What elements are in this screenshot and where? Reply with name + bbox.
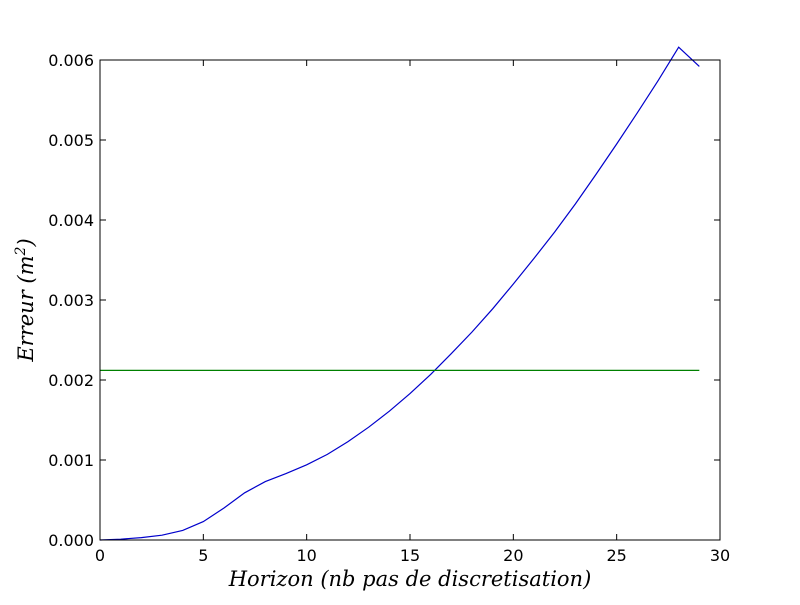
series-line-0: [99, 46, 700, 541]
x-tick-label: 30: [710, 546, 730, 565]
y-tick-label: 0.004: [48, 211, 94, 230]
y-tick-label: 0.000: [48, 531, 94, 550]
y-axis-title-superscript: 2: [13, 246, 29, 256]
x-tick-label: 0: [95, 546, 105, 565]
x-axis-title: Horizon (nb pas de discretisation): [228, 567, 592, 591]
y-tick-label: 0.006: [48, 51, 94, 70]
y-axis-title-close: ): [14, 238, 38, 247]
y-tick-label: 0.003: [48, 291, 94, 310]
x-tick-label: 15: [400, 546, 420, 565]
plot-frame: [99, 59, 721, 541]
y-axis-title-main: Erreur (m: [14, 255, 38, 362]
x-tick-label: 5: [198, 546, 208, 565]
series-layer: [99, 46, 700, 541]
ticks-layer: 0 5 10 15 20 25 30 0.000 0.001 0.002 0.003 0.004 0.0…: [48, 51, 730, 565]
x-tick-label: 20: [503, 546, 523, 565]
y-tick-label: 0.005: [48, 131, 94, 150]
y-tick-label: 0.001: [48, 451, 94, 470]
y-tick-label: 0.002: [48, 371, 94, 390]
x-tick-label: 25: [606, 546, 626, 565]
y-axis-title: Erreur (m2): [13, 238, 38, 362]
x-tick-label: 10: [296, 546, 316, 565]
